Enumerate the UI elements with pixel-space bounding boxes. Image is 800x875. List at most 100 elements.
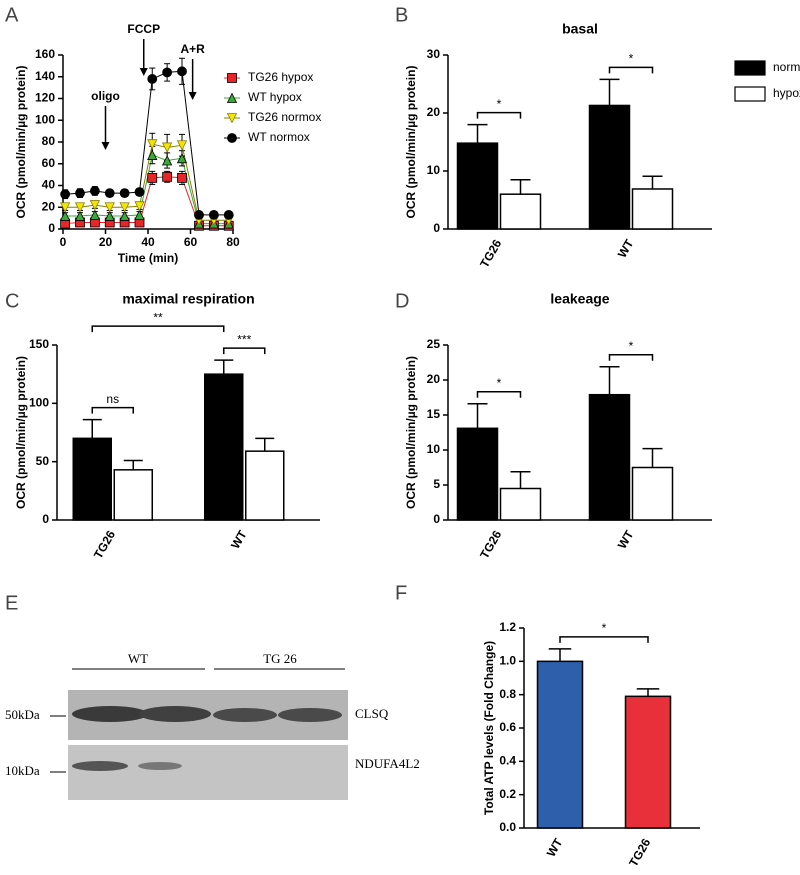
y-tick-label: 0	[42, 512, 49, 526]
protein-label: CLSQ	[355, 706, 389, 721]
marker	[176, 152, 188, 164]
y-axis-label: Total ATP levels (Fold Change)	[482, 641, 496, 815]
panel-letter: B	[395, 4, 408, 26]
marker	[119, 202, 130, 213]
y-tick-label: 0.6	[499, 720, 516, 734]
legend-swatch	[734, 86, 766, 102]
marker	[227, 133, 237, 143]
y-tick-label: 50	[36, 454, 50, 468]
marker	[104, 210, 115, 221]
marker	[59, 202, 71, 213]
x-tick-label: 40	[141, 235, 155, 249]
legend-label: TG26 normox	[248, 110, 321, 124]
bar	[113, 469, 153, 521]
marker	[89, 200, 101, 211]
significance-label: *	[602, 621, 607, 635]
legend-label: WT normox	[248, 130, 310, 144]
marker	[161, 155, 173, 166]
panel-letter: C	[5, 290, 19, 312]
marker	[75, 188, 85, 199]
marker	[59, 210, 71, 221]
series-line	[65, 70, 229, 216]
x-tick-label: TG26	[91, 528, 118, 561]
y-tick-label: 160	[35, 47, 55, 61]
band	[138, 762, 182, 770]
marker	[208, 209, 219, 220]
marker	[104, 202, 115, 213]
y-tick-label: 0	[48, 221, 55, 235]
chart-title: leakeage	[550, 291, 609, 307]
x-tick-label: TG26	[626, 836, 653, 869]
y-axis-label: OCR (pmol/min/µg protein)	[14, 66, 28, 219]
significance-label: *	[497, 97, 502, 111]
bar	[631, 188, 674, 230]
y-tick-label: 140	[35, 69, 55, 83]
marker	[119, 188, 130, 199]
y-tick-label: 10	[427, 442, 441, 456]
bar	[499, 487, 542, 521]
x-tick-label: WT	[615, 237, 637, 261]
legend-label: TG26 hypox	[248, 70, 313, 84]
annotation: A+R	[180, 42, 205, 56]
marker	[89, 186, 100, 196]
y-tick-label: 80	[42, 134, 56, 148]
legend-label: WT hypox	[248, 90, 302, 104]
panel-letter: D	[395, 290, 409, 312]
marker-label: 10kDa	[5, 763, 40, 778]
x-tick-label: 80	[226, 235, 240, 249]
x-tick-label: 0	[60, 235, 67, 249]
marker	[89, 209, 101, 220]
bar	[536, 660, 584, 829]
y-tick-label: 1.0	[499, 654, 516, 668]
band	[72, 761, 128, 771]
significance-label: *	[629, 52, 634, 66]
marker	[74, 210, 86, 221]
x-tick-label: WT	[228, 528, 250, 552]
y-tick-label: 0.8	[499, 687, 516, 701]
marker	[60, 189, 71, 200]
bar	[588, 104, 631, 230]
legend-label: hypoxia	[773, 86, 800, 100]
legend-swatch	[734, 60, 766, 76]
significance-label: *	[497, 376, 502, 390]
bar	[245, 450, 285, 521]
blot-strip	[68, 745, 348, 800]
significance-bracket	[608, 66, 654, 74]
y-tick-label: 60	[42, 156, 56, 170]
y-tick-label: 0	[433, 221, 440, 235]
y-tick-label: 10	[427, 163, 441, 177]
bar	[631, 466, 674, 521]
bar	[72, 437, 112, 521]
panel-letter: E	[5, 592, 18, 614]
marker	[147, 172, 158, 183]
y-tick-label: 150	[29, 337, 49, 351]
x-tick-label: 20	[99, 235, 113, 249]
chart-title: maximal respiration	[122, 291, 254, 307]
band	[278, 708, 342, 722]
y-tick-label: 100	[35, 112, 55, 126]
arrow-head	[188, 92, 197, 100]
band	[213, 708, 277, 722]
y-tick-label: 15	[427, 407, 441, 421]
significance-label: **	[153, 310, 163, 324]
marker	[134, 201, 145, 212]
marker	[177, 66, 187, 77]
y-tick-label: 120	[35, 91, 55, 105]
y-axis-label: OCR (pmol/min/µg protein)	[404, 356, 418, 509]
significance-bracket	[608, 353, 654, 361]
y-tick-label: 20	[427, 105, 441, 119]
marker	[162, 171, 173, 182]
annotation: FCCP	[127, 22, 160, 36]
legend-label: normoxia	[773, 60, 800, 74]
bar	[456, 142, 499, 230]
series-line	[65, 154, 229, 225]
y-tick-label: 100	[29, 396, 49, 410]
annotation: oligo	[91, 89, 120, 103]
marker	[227, 73, 237, 83]
y-tick-label: 30	[427, 47, 441, 61]
y-axis-label: OCR (pmol/min/µg protein)	[404, 66, 418, 219]
marker	[194, 209, 204, 220]
marker	[134, 187, 145, 197]
marker	[104, 188, 115, 199]
marker	[162, 67, 173, 78]
